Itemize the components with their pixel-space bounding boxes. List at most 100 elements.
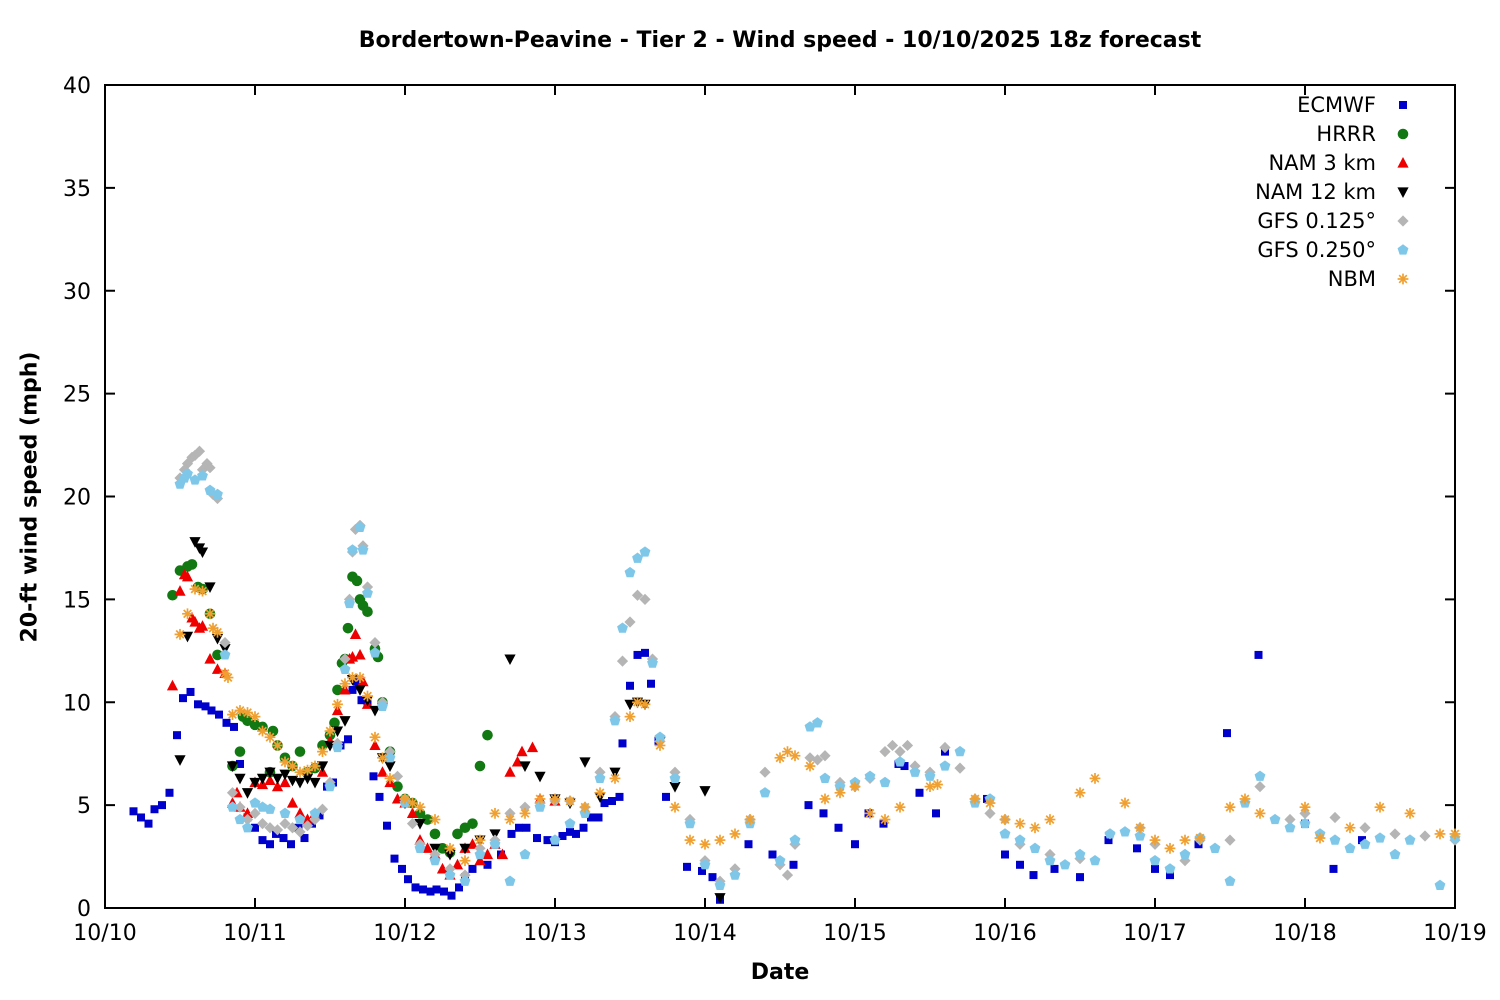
data-point-asterisk [1254,807,1266,819]
data-point-diamond [781,869,794,881]
asterisk-ray [640,699,650,709]
asterisk-ray [895,802,905,812]
asterisk-ray [235,706,245,715]
data-point-pentagon [534,801,546,812]
asterisk-ray [340,679,350,689]
data-point-diamond [811,754,824,766]
data-point-square [173,731,181,740]
data-point-pentagon [197,470,208,481]
data-point-pentagon [429,854,441,866]
data-point-asterisk [1074,787,1086,799]
x-tick-label: 10/19 [1423,921,1486,946]
data-point-pentagon [242,822,253,833]
asterisk-ray [1398,274,1408,283]
data-point-square [1223,729,1231,738]
data-point-diamond [631,589,644,601]
data-point-triangle-down [714,893,726,904]
asterisk-ray [250,712,260,722]
asterisk-ray [783,747,792,757]
data-point-square [357,696,366,705]
data-point-pentagon [864,770,876,781]
data-point-triangle-down [301,773,314,785]
data-point-square [851,840,859,849]
data-point-triangle-down [519,761,531,773]
asterisk-ray [655,741,665,750]
data-point-diamond [189,449,201,461]
asterisk-ray [1150,835,1160,845]
asterisk-ray [970,794,980,804]
data-point-pentagon [309,807,321,818]
data-point-circle [167,589,178,601]
data-point-diamond [316,803,329,815]
data-point-square [804,801,813,810]
data-point-square [558,831,567,840]
data-point-pentagon [227,801,238,812]
asterisk-ray [370,732,380,742]
data-point-pentagon [294,813,306,825]
data-point-pentagon [1404,834,1416,845]
y-tick-label: 0 [77,897,91,922]
data-point-pentagon [414,842,426,853]
data-point-square [543,836,552,845]
data-point-square [708,873,717,882]
data-point-asterisk [1449,828,1461,840]
data-point-square [1133,844,1141,853]
data-point-square [236,759,244,768]
data-point-diamond [879,746,891,758]
data-point-triangle-down [331,726,344,738]
data-point-diamond [1284,813,1296,826]
data-point-asterisk [429,814,441,825]
data-point-triangle-up [301,813,314,825]
data-point-square [1194,840,1203,849]
data-point-pentagon [1059,859,1071,870]
data-point-asterisk [1134,822,1146,834]
data-point-triangle-up [481,848,494,860]
data-point-pentagon [1044,854,1056,866]
data-point-triangle-up [349,628,362,639]
data-point-asterisk [1029,822,1041,834]
asterisk-ray [318,747,327,757]
data-point-asterisk [999,814,1011,825]
x-tick-label: 10/14 [673,921,736,946]
data-point-triangle-down [294,777,306,789]
legend: ECMWF HRRR NAM 3 km NAM 12 km GFS 0.125°… [1255,90,1414,293]
data-point-triangle-down [504,654,516,666]
data-point-triangle-up [211,663,224,674]
data-point-square [272,829,280,838]
data-point-square [1001,850,1009,859]
data-point-square [615,792,624,801]
data-point-pentagon [999,828,1011,839]
data-point-pentagon [699,859,711,870]
data-point-asterisk [444,842,456,854]
y-tick-label: 15 [63,588,91,613]
data-point-diamond [204,462,216,474]
data-point-square [608,797,616,806]
asterisk-ray [700,839,710,849]
data-point-asterisk [459,855,471,867]
asterisk-ray [790,751,800,761]
data-point-diamond [939,741,951,754]
data-point-triangle-down [699,786,711,797]
data-point-square [566,827,574,836]
data-point-triangle-down [309,777,321,789]
data-point-square [662,792,670,801]
data-point-pentagon [729,869,741,880]
y-tick-label: 25 [63,383,91,408]
data-point-diamond [301,820,314,832]
data-point-asterisk [377,752,388,764]
asterisk-ray [805,761,815,771]
data-point-square [932,809,940,818]
data-point-circle [452,828,463,840]
data-point-square [647,679,655,688]
data-point-asterisk [1397,273,1409,284]
x-tick-label: 10/11 [223,921,286,946]
data-point-diamond [616,655,629,667]
asterisk-ray [1045,815,1055,824]
data-point-triangle-down [669,782,681,793]
data-point-triangle-up [354,648,366,660]
asterisk-ray [565,796,575,806]
data-point-square [1050,864,1059,873]
data-point-asterisk [242,707,253,718]
data-point-circle [234,746,246,757]
data-point-circle [467,818,478,829]
